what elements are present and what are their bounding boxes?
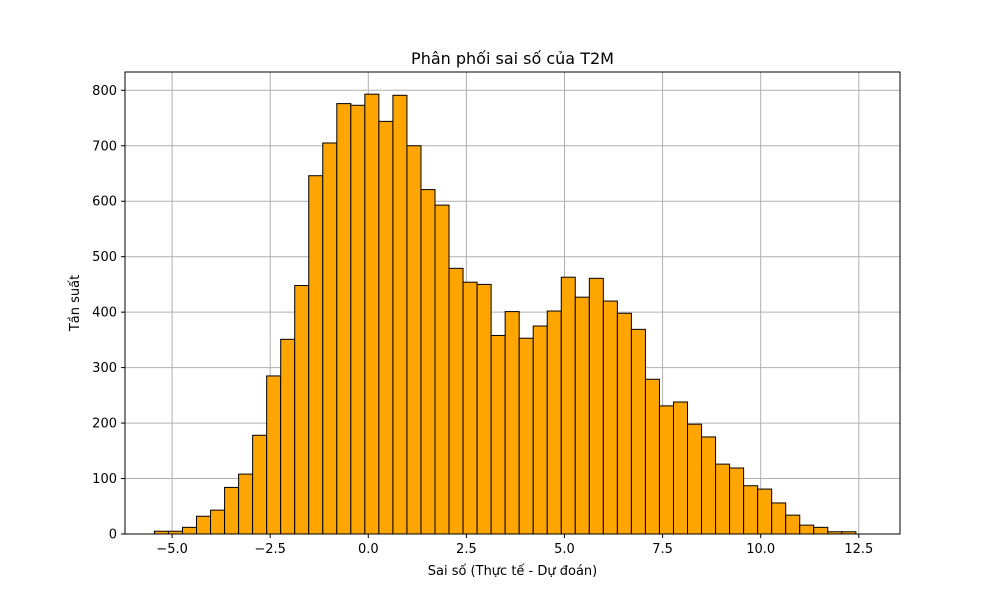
histogram-bar [462, 281, 478, 535]
histogram-bar [336, 103, 352, 535]
histogram-bar [532, 325, 548, 535]
x-tick-label: 12.5 [844, 542, 873, 557]
y-tick-label: 300 [92, 361, 117, 376]
histogram-bar [406, 145, 422, 535]
histogram-bar [308, 175, 324, 535]
histogram-bar [322, 142, 338, 535]
plot-frame [124, 71, 901, 535]
histogram-bar [771, 502, 787, 535]
histogram-bar [224, 486, 240, 535]
histogram-bar [602, 300, 618, 535]
histogram-bars [153, 93, 857, 535]
histogram-bar [280, 338, 296, 535]
histogram-bar [588, 277, 604, 535]
histogram-bar [266, 375, 282, 535]
x-axis-label: Sai số (Thực tế - Dự đoán) [428, 564, 598, 579]
histogram-bar [252, 434, 268, 535]
histogram-bar [350, 104, 366, 535]
histogram-bar [672, 401, 689, 535]
histogram-bar [813, 526, 829, 535]
y-tick-label: 500 [92, 250, 117, 265]
histogram-bar [181, 526, 198, 535]
y-tick-label: 400 [92, 306, 117, 321]
x-tick-label: 10.0 [746, 542, 775, 557]
histogram-bar [546, 310, 562, 535]
histogram-bar [490, 334, 506, 535]
x-tick-label: 2.5 [456, 542, 477, 557]
y-tick-label: 600 [92, 195, 117, 210]
histogram-bar [294, 285, 310, 535]
axis-ticks: −5.0 −2.5 0.0 2.5 5.0 7.5 10.0 12.5 0 100 200 300 40… [92, 84, 873, 557]
histogram-bar [378, 120, 394, 535]
chart-title: Phân phối sai số của T2M [411, 49, 614, 68]
x-tick-label: 5.0 [554, 542, 575, 557]
histogram-bar [210, 509, 226, 535]
histogram-bar [701, 436, 717, 535]
y-tick-label: 200 [92, 417, 117, 432]
histogram-bar [743, 485, 759, 535]
histogram-bar [518, 337, 534, 535]
histogram-bar [715, 463, 731, 535]
histogram-bar [757, 488, 773, 535]
histogram-bar [630, 328, 646, 535]
histogram-bar [364, 93, 380, 535]
y-tick-label: 100 [92, 472, 117, 487]
x-tick-label: 7.5 [652, 542, 673, 557]
histogram-bar [616, 312, 632, 535]
histogram-bar [504, 311, 520, 535]
histogram-bar [196, 515, 212, 535]
histogram-bar [729, 467, 745, 535]
histogram-bar [560, 276, 576, 535]
x-tick-label: −5.0 [156, 542, 188, 557]
histogram-bar [644, 378, 660, 535]
histogram-bar [434, 204, 450, 535]
histogram-bar [420, 189, 436, 535]
y-tick-label: 800 [92, 84, 117, 99]
x-tick-label: 0.0 [358, 542, 379, 557]
y-tick-label: 0 [109, 528, 117, 543]
histogram-bar [658, 405, 674, 535]
histogram-bar [476, 283, 492, 535]
histogram-bar [392, 94, 408, 535]
x-tick-label: −2.5 [254, 542, 286, 557]
histogram-bar [799, 524, 815, 535]
histogram-bar [448, 267, 464, 535]
y-axis-label: Tần suất [68, 275, 83, 332]
histogram-bar [238, 473, 254, 535]
histogram-bar [785, 514, 801, 535]
y-tick-label: 700 [92, 139, 117, 154]
histogram-bar [574, 296, 590, 535]
histogram-bar [687, 423, 703, 535]
